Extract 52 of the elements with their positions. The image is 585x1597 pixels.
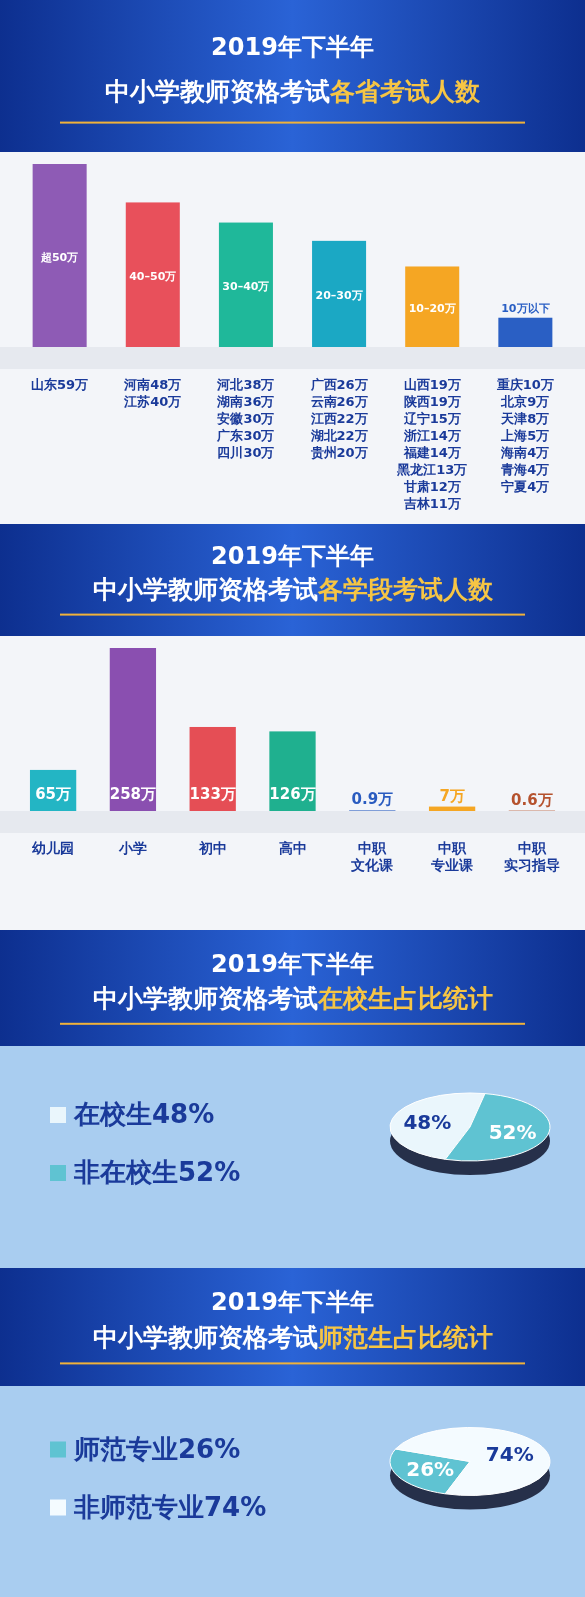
legend-label: 在校生48% <box>73 1099 215 1129</box>
chart-subtitle: 中小学教师资格考试各省考试人数 <box>105 77 481 107</box>
bar <box>269 731 316 811</box>
annotation: 30–40万 <box>222 279 270 293</box>
chart-title: 2019年下半年 <box>211 1288 374 1317</box>
data-label: 65万 <box>35 785 72 803</box>
data-label: 0.6万 <box>511 790 553 809</box>
bar <box>218 222 273 347</box>
legend-label: 非在校生52% <box>73 1157 241 1187</box>
data-label: 258万 <box>109 785 157 803</box>
annotation: 超50万 <box>39 250 79 264</box>
annotation: 10万以下 <box>501 301 550 315</box>
bar <box>428 806 476 811</box>
chart-subtitle: 中小学教师资格考试各学段考试人数 <box>92 574 494 604</box>
bar <box>189 726 236 811</box>
bar <box>498 317 553 347</box>
x-tick-label: 中职专业课 <box>430 840 474 873</box>
bar <box>312 240 367 347</box>
x-tick-label: 初中 <box>197 840 227 856</box>
chart-title: 2019年下半年 <box>211 32 374 61</box>
bar <box>109 648 157 811</box>
x-tick-label: 中职实习指导 <box>503 840 560 873</box>
bar <box>125 202 180 347</box>
x-tick-label: 中职文化课 <box>350 840 394 873</box>
annotation: 10–20万 <box>408 301 456 315</box>
x-tick-label: 山西19万陕西19万辽宁15万浙江14万福建14万黑龙江13万甘肃12万吉林11万 <box>396 377 468 511</box>
x-tick-label: 山东59万 <box>31 377 89 392</box>
bar <box>405 266 460 347</box>
x-tick-label: 小学 <box>117 840 147 856</box>
x-tick-label: 幼儿园 <box>31 840 75 856</box>
data-label: 0.9万 <box>351 790 394 809</box>
x-tick-label: 重庆10万北京9万天津8万上海5万海南4万青海4万宁夏4万 <box>495 377 554 494</box>
legend-label: 师范专业26% <box>73 1433 241 1464</box>
chart-title: 2019年下半年 <box>211 949 374 978</box>
x-tick-label: 广西26万云南26万江西22万湖北22万贵州20万 <box>309 377 368 460</box>
annotation: 40–50万 <box>129 269 177 283</box>
x-tick-label: 河北38万湖南36万安徽30万广东30万四川30万 <box>216 377 275 460</box>
annotation: 20–30万 <box>315 288 363 302</box>
x-tick-label: 高中 <box>278 840 307 856</box>
legend-label: 非师范专业74% <box>73 1491 267 1522</box>
chart-subtitle: 中小学教师资格考试在校生占比统计 <box>92 983 493 1013</box>
chart-title: 2019年下半年 <box>211 542 374 571</box>
data-label: 26% <box>406 1457 455 1482</box>
data-label: 133万 <box>189 785 236 803</box>
x-tick-label: 河南48万江苏40万 <box>123 377 182 409</box>
data-label: 48% <box>403 1110 452 1135</box>
chart-subtitle: 中小学教师资格考试师范生占比统计 <box>92 1322 493 1352</box>
data-label: 126万 <box>269 785 316 803</box>
data-label: 7万 <box>439 786 465 805</box>
data-label: 74% <box>485 1441 534 1466</box>
data-label: 52% <box>488 1119 537 1144</box>
bar <box>32 164 87 347</box>
